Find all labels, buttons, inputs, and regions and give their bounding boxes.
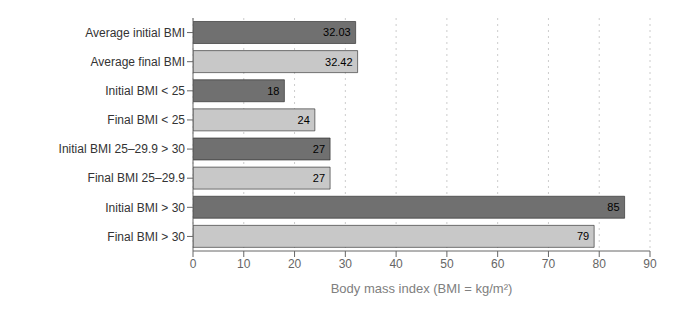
svg-text:32.03: 32.03 [323, 26, 351, 38]
svg-text:70: 70 [542, 257, 556, 271]
svg-text:30: 30 [339, 257, 353, 271]
svg-text:20: 20 [288, 257, 302, 271]
svg-text:0: 0 [190, 257, 197, 271]
svg-text:60: 60 [491, 257, 505, 271]
svg-text:40: 40 [389, 257, 403, 271]
svg-text:90: 90 [643, 257, 657, 271]
svg-text:18: 18 [267, 85, 279, 97]
svg-text:27: 27 [313, 143, 325, 155]
svg-text:Initial BMI > 30: Initial BMI > 30 [105, 201, 185, 215]
svg-text:24: 24 [298, 114, 310, 126]
svg-text:Initial BMI < 25: Initial BMI < 25 [105, 84, 185, 98]
svg-text:10: 10 [237, 257, 251, 271]
svg-text:50: 50 [440, 257, 454, 271]
svg-text:Final BMI > 30: Final BMI > 30 [107, 230, 185, 244]
svg-text:85: 85 [607, 201, 619, 213]
svg-text:80: 80 [593, 257, 607, 271]
svg-text:Body mass index (BMI = kg/m²): Body mass index (BMI = kg/m²) [331, 281, 513, 296]
svg-text:Average initial BMI: Average initial BMI [85, 26, 185, 40]
svg-text:Final BMI < 25: Final BMI < 25 [107, 113, 185, 127]
svg-text:32.42: 32.42 [325, 56, 353, 68]
svg-text:Initial BMI 25–29.9 > 30: Initial BMI 25–29.9 > 30 [59, 142, 186, 156]
svg-text:79: 79 [577, 230, 589, 242]
svg-text:Average final BMI: Average final BMI [91, 55, 186, 69]
svg-text:27: 27 [313, 172, 325, 184]
svg-text:Final BMI 25–29.9: Final BMI 25–29.9 [88, 171, 186, 185]
